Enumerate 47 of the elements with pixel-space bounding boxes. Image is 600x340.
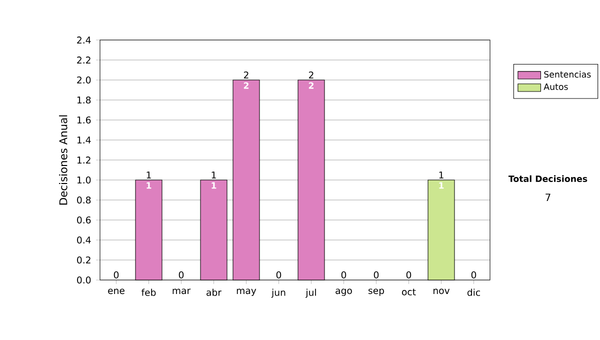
y-tick-label: 1.4 [77, 136, 91, 144]
data-label: 2 [308, 82, 314, 89]
total-label: 0 [178, 271, 184, 278]
y-tick-label: 0.0 [77, 276, 91, 284]
x-tick-label: may [236, 288, 256, 296]
y-tick-label: 0.6 [77, 216, 91, 224]
y-tick-label: 2.2 [77, 56, 90, 64]
legend-label: Sentencias [544, 70, 591, 78]
total-label: 1 [146, 172, 151, 178]
y-tick-label: 1.8 [77, 96, 91, 104]
y-tick-label: 0.8 [77, 196, 91, 204]
total-label: 1 [439, 172, 444, 178]
legend-label: Autos [544, 84, 568, 90]
data-label: 1 [212, 182, 216, 189]
x-tick-label: mar [172, 288, 191, 294]
x-tick-label: ago [336, 288, 352, 296]
y-tick-label: 0.4 [77, 236, 91, 244]
total-label: 2 [308, 71, 314, 78]
total-label: 1 [212, 172, 216, 178]
x-tick-label: feb [141, 288, 156, 296]
y-tick-label: 0.2 [77, 256, 90, 264]
total-label: 0 [341, 271, 346, 278]
text: 7 [546, 194, 550, 201]
y-tick-label: 2.0 [77, 76, 91, 84]
x-tick-label: jul [306, 288, 316, 298]
y-tick-label: 1.6 [77, 116, 91, 124]
total-label: 0 [276, 271, 282, 278]
total-label: 0 [374, 271, 379, 278]
text: Total Decisiones [508, 175, 588, 182]
data-label: 2 [244, 82, 249, 89]
x-tick-label: dic [467, 288, 480, 296]
x-tick-label: nov [434, 288, 450, 294]
total-label: 0 [406, 271, 412, 278]
total-label: 0 [114, 271, 119, 278]
total-label: 2 [244, 71, 248, 78]
y-tick-label: 1.2 [77, 156, 90, 164]
x-tick-label: oct [402, 288, 416, 296]
x-tick-label: jun [271, 288, 286, 298]
y-tick-label: 2.4 [77, 36, 91, 44]
data-label: 1 [146, 182, 152, 189]
x-tick-label: sep [368, 288, 384, 296]
data-label: 1 [439, 182, 444, 189]
x-tick-label: ene [108, 288, 124, 294]
x-tick-label: abr [206, 288, 222, 296]
y-axis-title: Decisiones Anual [59, 115, 68, 205]
y-tick-label: 1.0 [77, 176, 91, 184]
total-label: 0 [471, 271, 476, 278]
